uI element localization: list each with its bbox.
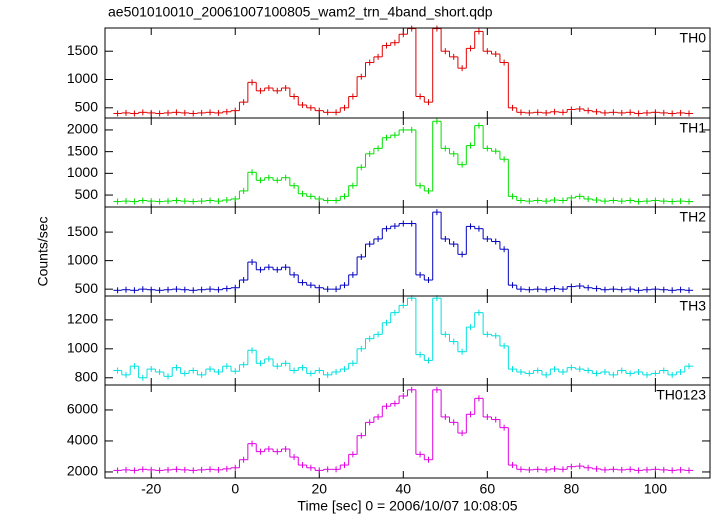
panel-frame: [104, 295, 711, 386]
y-tick-label: 1200: [67, 311, 98, 327]
y-tick-label: 2000: [67, 463, 98, 479]
x-tick-label: -20: [141, 481, 161, 497]
panel-frame: [104, 27, 711, 119]
y-tick-label: 4000: [67, 432, 98, 448]
y-tick-label: 1500: [67, 142, 98, 158]
x-tick-label: 80: [564, 481, 580, 497]
y-tick-label: 6000: [67, 401, 98, 417]
panel-label: TH3: [680, 298, 707, 314]
x-axis-label: Time [sec] 0 = 2006/10/07 10:08:05: [297, 498, 517, 514]
y-tick-label: 500: [75, 99, 99, 115]
panel-label: TH1: [680, 120, 707, 136]
y-tick-label: 1500: [67, 42, 98, 58]
panel-label: TH0123: [656, 387, 706, 403]
x-tick-label: 40: [396, 481, 412, 497]
panel-label: TH0: [680, 30, 707, 46]
y-tick-label: 2000: [67, 121, 98, 137]
y-tick-label: 1500: [67, 223, 98, 239]
y-tick-label: 500: [75, 280, 99, 296]
y-tick-label: 500: [75, 186, 99, 202]
y-tick-label: 1000: [67, 340, 98, 356]
y-tick-label: 800: [75, 368, 99, 384]
x-tick-label: 0: [231, 481, 239, 497]
panel-label: TH2: [680, 209, 707, 225]
x-tick-label: 20: [311, 481, 327, 497]
y-axis-label: Counts/sec: [35, 216, 51, 286]
panel-frame: [104, 206, 711, 297]
panel-frame: [104, 384, 711, 479]
y-tick-label: 1000: [67, 70, 98, 86]
y-tick-label: 1000: [67, 251, 98, 267]
panel-frame: [104, 117, 711, 208]
x-tick-label: 100: [644, 481, 668, 497]
x-tick-label: 60: [480, 481, 496, 497]
chart-title: ae501010010_20061007100805_wam2_trn_4ban…: [108, 4, 493, 20]
y-tick-label: 1000: [67, 164, 98, 180]
